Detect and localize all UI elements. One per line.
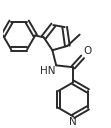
Text: N: N — [69, 117, 77, 127]
Text: O: O — [84, 46, 92, 56]
Text: HN: HN — [40, 66, 55, 76]
